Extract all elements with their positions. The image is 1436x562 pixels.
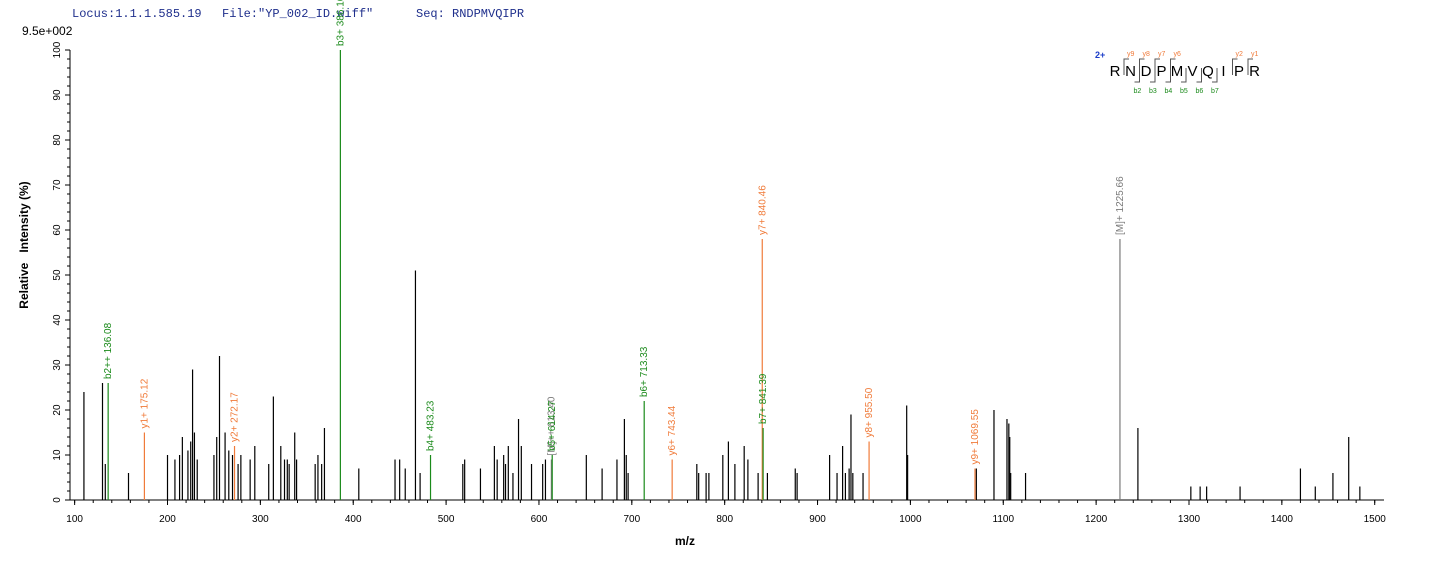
peak-label: b6+ 713.33 [639,346,650,397]
b-fragment-bracket [1212,68,1218,83]
x-tick-label: 1500 [1364,514,1387,525]
y-fragment-label: y2 [1236,51,1244,58]
b-fragment-label: b2 [1134,88,1142,95]
sequence-residue: M [1171,63,1184,80]
y-tick-label: 20 [52,404,63,416]
peak-label: y2+ 272.17 [230,392,241,442]
y-fragment-bracket [1247,58,1253,75]
y-tick-label: 10 [52,449,63,461]
sequence-residue: N [1125,63,1136,80]
y-fragment-bracket [1123,58,1129,75]
sequence-residue: P [1156,63,1166,80]
y-tick-label: 30 [52,359,63,371]
peak-label: y9+ 1069.55 [970,409,981,465]
sequence-label: Seq: RNDPMVQIPR [416,7,525,21]
b-fragment-bracket [1134,68,1140,83]
y-tick-label: 90 [52,89,63,101]
y-fragment-label: y9 [1127,51,1135,58]
b-fragment-label: b6 [1196,88,1204,95]
peak-label: b2++ 136.08 [103,322,114,379]
x-tick-label: 1100 [993,514,1015,525]
locus-label: Locus:1.1.1.585.19 [72,7,202,21]
b-fragment-bracket [1181,68,1187,83]
peak-label: b5+ 614.27 [547,400,558,451]
peak-label: y1+ 175.12 [139,378,150,428]
y-tick-label: 0 [52,497,63,503]
x-tick-label: 600 [531,514,548,525]
peak-label: [M]+ 1225.66 [1115,176,1126,235]
x-tick-label: 1400 [1271,514,1294,525]
intensity-scale-label: 9.5e+002 [22,24,73,38]
sequence-residue: P [1234,63,1244,80]
x-tick-label: 1200 [1085,514,1108,525]
header: Locus:1.1.1.585.19 File:"YP_002_ID.wiff"… [0,0,1436,40]
y-axis-label: Relative Intensity (%) [17,181,31,308]
x-tick-label: 900 [809,514,826,525]
y-tick-label: 40 [52,314,63,326]
y-fragment-label: y8 [1143,51,1151,58]
sequence-residue: R [1249,63,1260,80]
peak-label: [M]++ 613.40 [546,396,557,455]
y-fragment-label: y6 [1174,51,1182,58]
y-fragment-label: y1 [1251,51,1259,58]
x-tick-label: 1300 [1178,514,1201,525]
x-tick-label: 700 [623,514,640,525]
x-tick-label: 400 [345,514,362,525]
peak-label: b4+ 483.23 [426,400,437,451]
peak-label: y8+ 955.50 [864,387,875,437]
b-fragment-label: b4 [1165,88,1173,95]
x-axis-label: m/z [675,534,695,548]
b-fragment-bracket [1165,68,1171,83]
sequence-residue: I [1221,63,1225,80]
peak-label: b7+ 841.39 [758,373,769,424]
peak-label: y7+ 840.46 [757,185,768,235]
sequence-residue: V [1187,63,1197,80]
b-fragment-label: b7 [1211,88,1219,95]
x-tick-label: 300 [252,514,269,525]
x-tick-label: 500 [438,514,455,525]
y-fragment-bracket [1232,58,1238,75]
sequence-residue: R [1110,63,1121,80]
peak-label: y6+ 743.44 [667,405,678,455]
y-fragment-label: y7 [1158,51,1166,58]
peak-label: b3+ 386.16 [335,0,346,46]
y-tick-label: 80 [52,134,63,146]
y-tick-label: 60 [52,224,63,236]
x-tick-label: 100 [66,514,83,525]
y-tick-label: 50 [52,269,63,281]
x-tick-label: 800 [716,514,733,525]
sequence-residue: D [1141,63,1152,80]
y-tick-label: 100 [52,41,63,58]
x-tick-label: 200 [159,514,176,525]
b-fragment-bracket [1196,68,1202,83]
x-tick-label: 1000 [899,514,922,525]
b-fragment-bracket [1150,68,1156,83]
sequence-residue: Q [1202,63,1214,80]
file-label: File:"YP_002_ID.wiff" [222,7,374,21]
charge-state: 2+ [1095,50,1105,60]
b-fragment-label: b3 [1149,88,1157,95]
y-tick-label: 70 [52,179,63,191]
b-fragment-label: b5 [1180,88,1188,95]
